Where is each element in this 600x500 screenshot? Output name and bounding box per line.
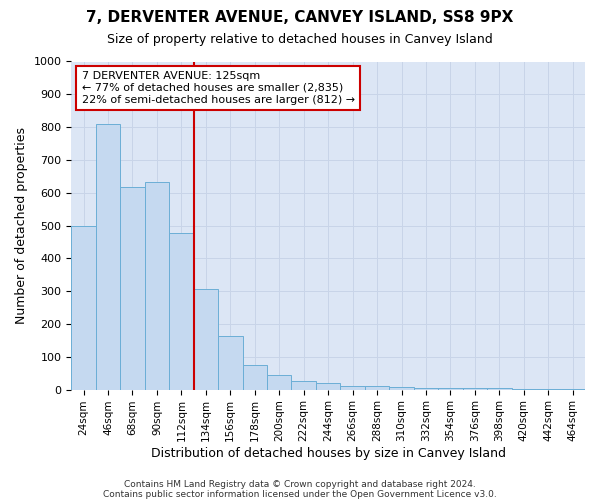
Bar [512, 388, 536, 390]
Bar [365, 386, 389, 390]
Bar [316, 383, 340, 390]
Bar [71, 226, 96, 390]
X-axis label: Distribution of detached houses by size in Canvey Island: Distribution of detached houses by size … [151, 447, 506, 460]
Bar [96, 124, 120, 390]
Bar [487, 388, 512, 390]
Bar [120, 187, 145, 390]
Text: 7, DERVENTER AVENUE, CANVEY ISLAND, SS8 9PX: 7, DERVENTER AVENUE, CANVEY ISLAND, SS8 … [86, 10, 514, 25]
Bar [414, 388, 438, 390]
Bar [536, 388, 560, 390]
Bar [389, 387, 414, 390]
Bar [463, 388, 487, 390]
Text: 7 DERVENTER AVENUE: 125sqm
← 77% of detached houses are smaller (2,835)
22% of s: 7 DERVENTER AVENUE: 125sqm ← 77% of deta… [82, 72, 355, 104]
Bar [169, 233, 194, 390]
Bar [218, 336, 242, 390]
Bar [145, 182, 169, 390]
Bar [340, 386, 365, 390]
Bar [242, 364, 267, 390]
Bar [292, 382, 316, 390]
Text: Size of property relative to detached houses in Canvey Island: Size of property relative to detached ho… [107, 32, 493, 46]
Bar [194, 288, 218, 390]
Text: Contains public sector information licensed under the Open Government Licence v3: Contains public sector information licen… [103, 490, 497, 499]
Text: Contains HM Land Registry data © Crown copyright and database right 2024.: Contains HM Land Registry data © Crown c… [124, 480, 476, 489]
Y-axis label: Number of detached properties: Number of detached properties [15, 127, 28, 324]
Bar [267, 374, 292, 390]
Bar [560, 388, 585, 390]
Bar [438, 388, 463, 390]
